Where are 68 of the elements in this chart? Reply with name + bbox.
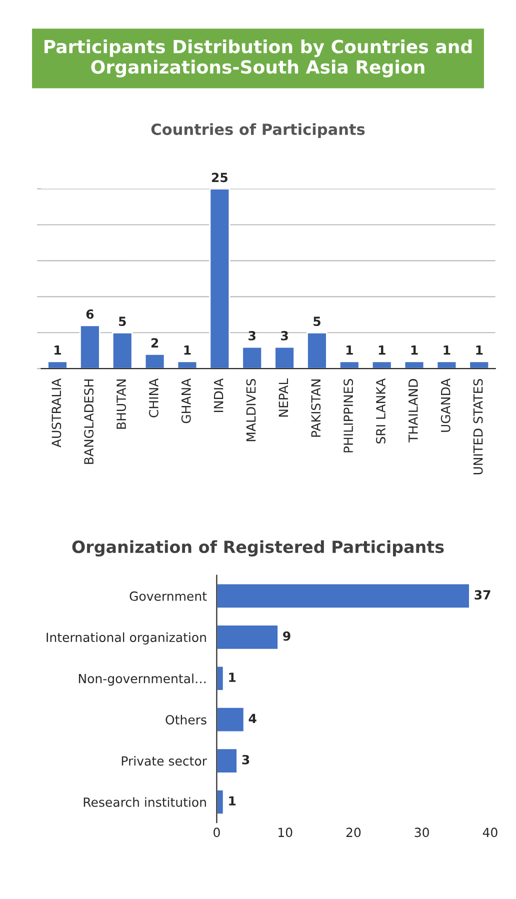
bar [216,706,245,733]
data-label: 1 [378,346,386,355]
data-label: 2 [151,338,158,348]
bar [274,346,295,369]
bar [371,360,392,369]
bar [112,332,133,369]
x-tick-label: PHILIPPINES [344,379,354,452]
x-tick-label: PAKISTAN [311,380,321,437]
data-label: 9 [283,631,290,641]
bar [216,788,224,816]
data-label: 3 [281,330,288,340]
x-tick-label: AUSTRALIA [52,378,62,448]
x-tick-label: 40 [482,828,498,838]
bar [404,360,425,369]
bar [216,748,238,774]
data-label: 3 [248,330,256,340]
data-label: 5 [118,316,126,326]
y-tick-label: Others [166,714,206,724]
data-label: 37 [474,590,490,600]
x-tick-label: 10 [278,828,292,838]
bar [176,360,198,369]
data-label: 1 [411,346,418,355]
bar [47,360,68,369]
x-tick-label: GHANA [181,378,191,424]
data-label: 1 [229,672,236,682]
y-tick-label: Government [130,591,207,601]
data-label: 1 [229,796,236,806]
bar [144,354,166,369]
x-tick-label: UNITED STATES [473,379,483,474]
bar [242,346,263,369]
bar [80,324,100,369]
data-label: 1 [444,346,450,355]
y-tick-label: Private sector [122,756,207,766]
x-tick-label: THAILAND [408,379,418,442]
data-label: 1 [346,346,353,355]
data-label: 4 [248,714,256,724]
data-label: 5 [314,316,320,326]
x-tick-label: 30 [414,828,429,838]
bar [468,360,490,369]
bar [338,360,360,369]
data-label: 1 [476,346,483,355]
x-tick-label: INDIA [214,378,224,412]
bar [209,188,230,369]
chart-title: Participants Distribution by Countries and Organizations-South Asia Region [44,39,472,78]
bar [216,624,279,650]
y-tick-label: International organization [46,632,206,645]
bar [216,665,224,692]
chart-title: Organization of Registered Participants [72,540,444,556]
x-tick-label: BANGLADESH [84,380,94,464]
y-tick-label: Non-governmental… [78,674,206,686]
data-label: 1 [54,346,61,355]
x-tick-label: CHINA [148,378,158,418]
data-label: 1 [184,346,191,355]
data-label: 6 [86,309,94,319]
bar [216,582,470,610]
chart-subtitle: Countries of Participants [151,123,365,138]
x-tick-label: 20 [346,828,361,838]
bar [306,332,328,369]
x-tick-label: UGANDA [440,378,450,432]
x-tick-label: SRI LANKA [376,378,386,444]
bar [436,360,458,369]
x-tick-label: 0 [214,828,220,838]
x-tick-label: NEPAL [278,378,288,417]
y-tick-label: Research institution [84,797,206,807]
x-tick-label: BHUTAN [116,380,126,429]
x-tick-label: MALDIVES [246,379,256,442]
data-label: 25 [212,172,228,182]
data-label: 3 [242,754,250,764]
